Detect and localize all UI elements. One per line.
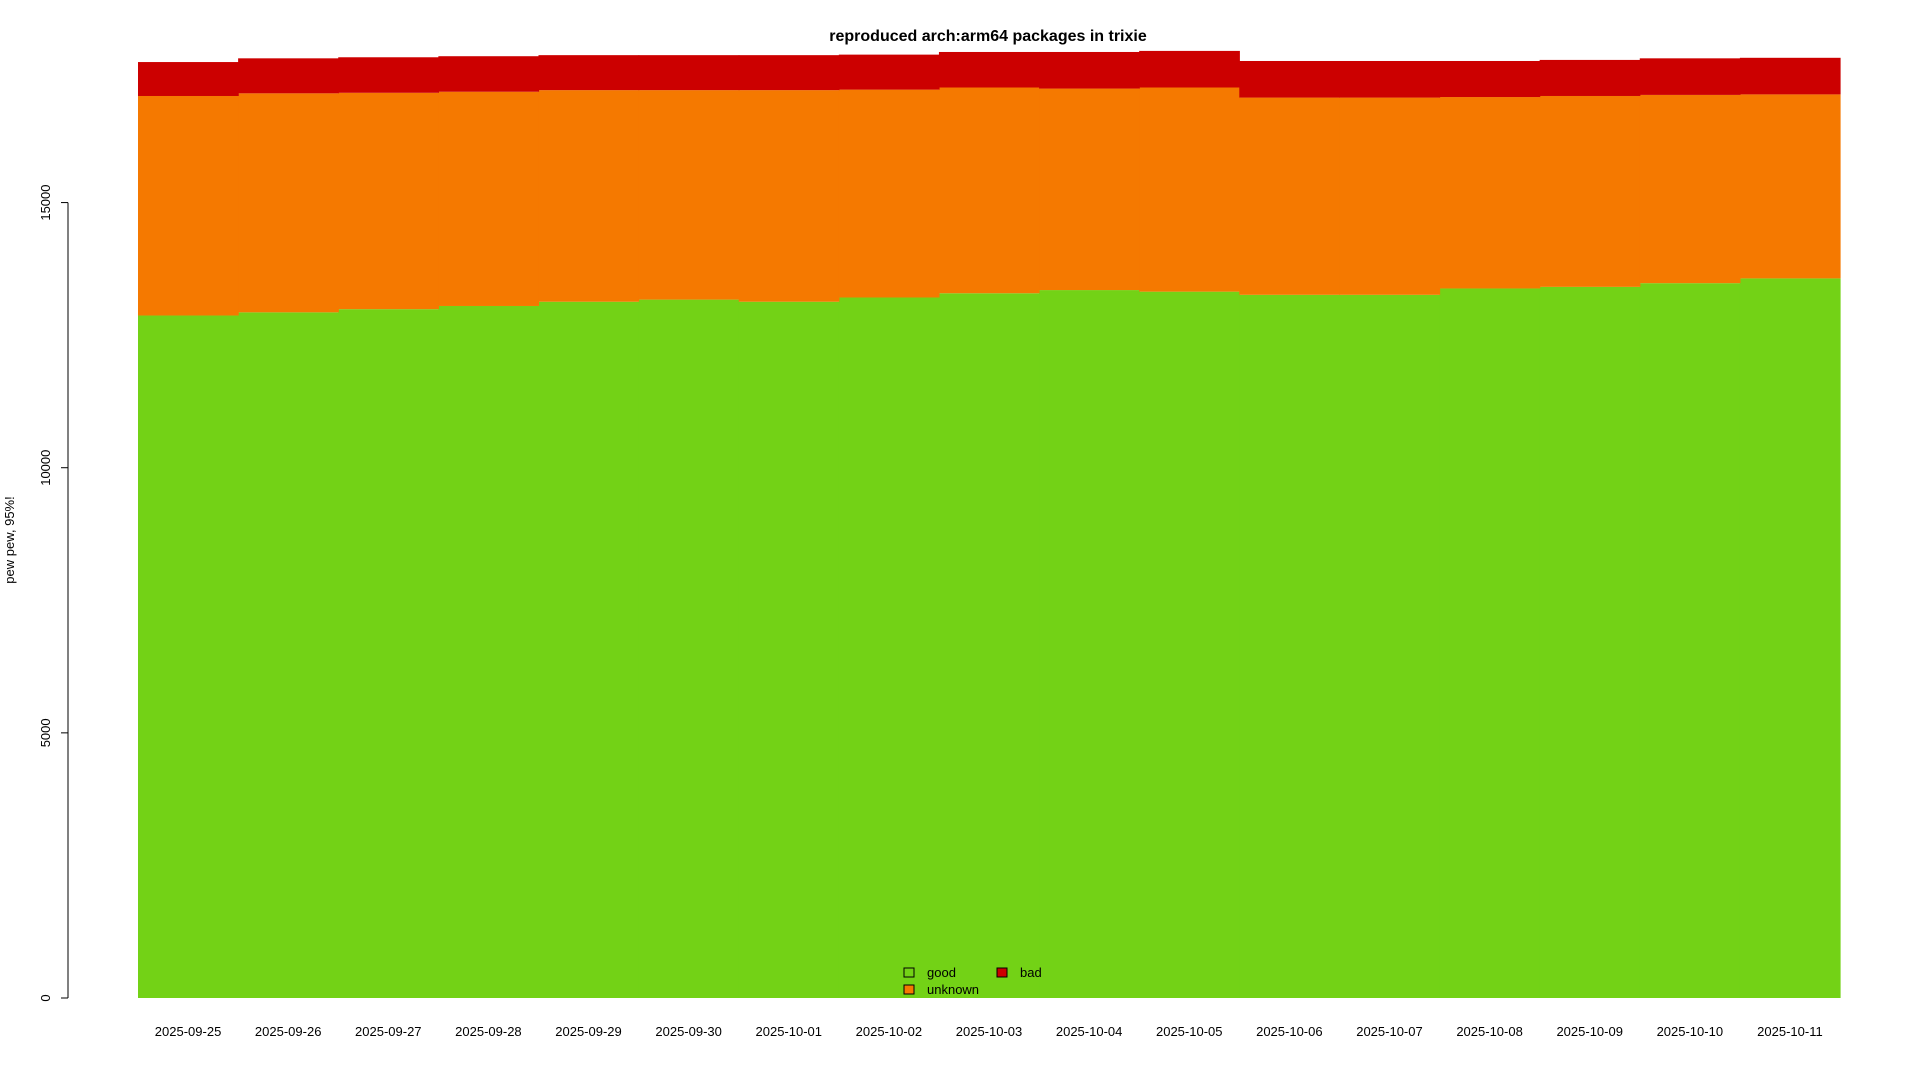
legend: good unknown bad bbox=[903, 965, 1042, 997]
x-tick-label-2025-10-10: 2025-10-10 bbox=[1657, 1024, 1724, 1039]
legend-swatch-good bbox=[903, 967, 915, 978]
x-tick-label-2025-10-02: 2025-10-02 bbox=[856, 1024, 923, 1039]
x-tick-label-2025-10-03: 2025-10-03 bbox=[956, 1024, 1023, 1039]
area-segment-good-2025-09-30 bbox=[638, 299, 740, 998]
legend-swatch-bad bbox=[996, 967, 1008, 978]
x-tick-label-2025-10-09: 2025-10-09 bbox=[1556, 1024, 1623, 1039]
x-tick-label-2025-10-11: 2025-10-11 bbox=[1757, 1024, 1823, 1039]
x-tick-label-2025-10-01: 2025-10-01 bbox=[756, 1024, 823, 1039]
x-tick-label-2025-10-04: 2025-10-04 bbox=[1056, 1024, 1123, 1039]
area-segment-unknown-2025-10-02 bbox=[838, 89, 940, 298]
area-segment-good-2025-10-06 bbox=[1239, 294, 1341, 999]
area-segment-good-2025-10-08 bbox=[1439, 288, 1541, 999]
x-tick-label-2025-10-06: 2025-10-06 bbox=[1256, 1024, 1323, 1039]
area-segment-unknown-2025-10-03 bbox=[938, 87, 1040, 294]
area-segment-bad-2025-10-03 bbox=[938, 51, 1040, 88]
y-axis: 0 5000 10000 15000 bbox=[38, 184, 69, 1002]
area-segment-good-2025-09-28 bbox=[438, 305, 540, 999]
area-segment-unknown-2025-10-06 bbox=[1239, 97, 1341, 295]
x-tick-label-2025-09-26: 2025-09-26 bbox=[255, 1024, 322, 1039]
area-segment-unknown-2025-10-07 bbox=[1339, 97, 1441, 295]
x-tick-label-2025-09-30: 2025-09-30 bbox=[655, 1024, 722, 1039]
area-segment-good-2025-10-10 bbox=[1639, 283, 1741, 998]
area-segment-bad-2025-10-10 bbox=[1639, 58, 1741, 95]
area-segment-bad-2025-09-25 bbox=[138, 62, 239, 96]
area-segment-bad-2025-09-28 bbox=[438, 56, 540, 92]
area-segment-bad-2025-09-30 bbox=[638, 55, 740, 91]
x-axis: 2025-09-25 2025-09-26 2025-09-27 2025-09-28… bbox=[155, 1024, 1823, 1039]
area-segment-unknown-2025-10-10 bbox=[1639, 94, 1741, 284]
plot-area bbox=[138, 50, 1841, 999]
area-segment-bad-2025-10-08 bbox=[1439, 60, 1541, 98]
area-segment-bad-2025-10-04 bbox=[1039, 51, 1140, 89]
y-axis-label: pew pew, 95%! bbox=[2, 496, 17, 583]
y-tick-label-10000: 10000 bbox=[38, 450, 53, 486]
area-segment-good-2025-09-29 bbox=[538, 301, 640, 999]
area-segment-good-2025-09-26 bbox=[238, 312, 339, 999]
area-segment-unknown-2025-09-29 bbox=[538, 90, 640, 302]
area-segment-bad-2025-10-01 bbox=[738, 55, 840, 91]
area-segment-bad-2025-10-11 bbox=[1739, 57, 1841, 95]
legend-label-bad: bad bbox=[1020, 965, 1042, 980]
legend-swatch-unknown bbox=[903, 984, 915, 995]
area-segment-unknown-2025-09-26 bbox=[238, 93, 339, 313]
area-segment-good-2025-10-03 bbox=[938, 293, 1040, 998]
y-tick-label-0: 0 bbox=[38, 994, 53, 1001]
area-segment-bad-2025-10-05 bbox=[1139, 50, 1240, 88]
area-segment-bad-2025-09-29 bbox=[538, 55, 640, 91]
area-segment-good-2025-10-05 bbox=[1139, 291, 1240, 998]
y-tick-label-5000: 5000 bbox=[38, 718, 53, 747]
area-segment-bad-2025-09-26 bbox=[238, 58, 339, 94]
area-segment-unknown-2025-09-30 bbox=[638, 90, 740, 300]
area-segment-good-2025-10-01 bbox=[738, 301, 840, 999]
area-segment-unknown-2025-10-01 bbox=[738, 90, 840, 302]
legend-label-good: good bbox=[927, 965, 956, 980]
x-tick-label-2025-09-28: 2025-09-28 bbox=[455, 1024, 522, 1039]
x-tick-label-2025-10-07: 2025-10-07 bbox=[1356, 1024, 1423, 1039]
area-segment-unknown-2025-09-27 bbox=[338, 92, 439, 310]
chart-title: reproduced arch:arm64 packages in trixie bbox=[829, 28, 1147, 45]
legend-label-unknown: unknown bbox=[927, 982, 979, 997]
area-segment-unknown-2025-10-04 bbox=[1039, 88, 1140, 291]
area-segment-unknown-2025-10-09 bbox=[1539, 95, 1641, 287]
x-tick-label-2025-10-05: 2025-10-05 bbox=[1156, 1024, 1223, 1039]
x-tick-label-2025-09-29: 2025-09-29 bbox=[555, 1024, 622, 1039]
area-segment-bad-2025-09-27 bbox=[338, 57, 439, 93]
area-segment-unknown-2025-09-28 bbox=[438, 91, 540, 306]
area-segment-good-2025-10-11 bbox=[1739, 278, 1841, 998]
area-segment-unknown-2025-10-11 bbox=[1739, 94, 1841, 279]
area-segment-good-2025-10-09 bbox=[1539, 286, 1641, 998]
area-segment-unknown-2025-09-25 bbox=[138, 95, 239, 316]
area-segment-good-2025-09-27 bbox=[338, 309, 439, 998]
area-segment-good-2025-09-25 bbox=[138, 315, 239, 998]
area-segment-unknown-2025-10-08 bbox=[1439, 97, 1541, 289]
area-segment-bad-2025-10-06 bbox=[1239, 60, 1341, 98]
x-tick-label-2025-10-08: 2025-10-08 bbox=[1456, 1024, 1523, 1039]
area-segment-unknown-2025-10-05 bbox=[1139, 87, 1240, 292]
x-tick-label-2025-09-25: 2025-09-25 bbox=[155, 1024, 222, 1039]
area-segment-bad-2025-10-09 bbox=[1539, 59, 1641, 96]
area-segment-bad-2025-10-07 bbox=[1339, 60, 1441, 98]
area-segment-good-2025-10-02 bbox=[838, 297, 940, 998]
y-tick-label-15000: 15000 bbox=[38, 184, 53, 220]
area-segment-good-2025-10-07 bbox=[1339, 294, 1441, 999]
x-tick-label-2025-09-27: 2025-09-27 bbox=[355, 1024, 422, 1039]
area-segment-good-2025-10-04 bbox=[1039, 290, 1140, 998]
area-segment-bad-2025-10-02 bbox=[838, 54, 940, 90]
